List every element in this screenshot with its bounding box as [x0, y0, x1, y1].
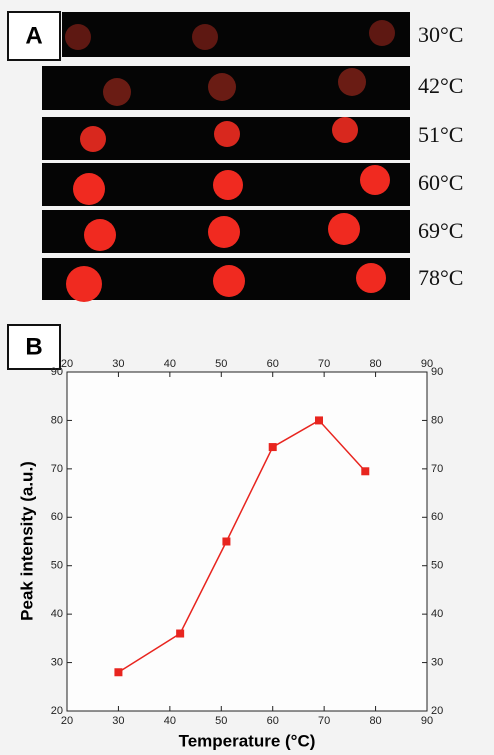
spot [192, 24, 218, 50]
x-top-tick-label: 90 [421, 358, 433, 370]
y-tick-label: 70 [51, 463, 63, 475]
data-point [315, 416, 323, 425]
temperature-label: 30°C [418, 22, 463, 47]
panel-label: B [25, 333, 42, 360]
panel-label-box [7, 11, 61, 61]
spot [338, 68, 366, 96]
spot [84, 219, 116, 251]
data-point [114, 668, 123, 677]
spot [213, 265, 245, 297]
temperature-label: 69°C [418, 218, 463, 243]
x-tick-label: 30 [112, 715, 124, 727]
y-right-tick-label: 50 [431, 560, 443, 572]
spot [214, 121, 240, 147]
plot-frame [66, 371, 428, 712]
data-point [361, 467, 370, 476]
y-tick-label: 60 [51, 511, 63, 523]
spot [369, 20, 395, 46]
x-tick-label: 50 [215, 715, 227, 727]
x-top-tick-label: 40 [164, 358, 176, 370]
spot [332, 117, 358, 143]
spot [360, 165, 390, 195]
image-strip [62, 12, 410, 57]
x-tick-label: 70 [318, 715, 330, 727]
spot [328, 213, 360, 245]
spot [73, 173, 105, 205]
y-tick-label: 80 [51, 414, 63, 426]
data-point [222, 537, 231, 546]
y-tick-label: 20 [51, 705, 63, 717]
spot [208, 73, 236, 101]
spot [356, 263, 386, 293]
x-axis-label: Temperature (°C) [179, 731, 316, 750]
temperature-label: 60°C [418, 170, 463, 195]
y-right-tick-label: 40 [431, 608, 443, 620]
x-top-tick-label: 60 [267, 358, 279, 370]
temperature-label: 42°C [418, 73, 463, 98]
data-point [268, 443, 277, 452]
x-tick-label: 40 [164, 715, 176, 727]
y-tick-label: 30 [51, 656, 63, 668]
spot [208, 216, 240, 248]
temperature-label: 78°C [418, 265, 463, 290]
x-tick-label: 90 [421, 715, 433, 727]
spot [66, 266, 102, 302]
temperature-label: 51°C [418, 122, 463, 147]
spot [65, 24, 91, 50]
data-point [176, 629, 185, 638]
y-right-tick-label: 90 [431, 366, 443, 378]
data-line [118, 419, 366, 673]
y-tick-label: 40 [51, 608, 63, 620]
panel-label-box [7, 324, 61, 370]
panel-a-images [42, 12, 410, 302]
y-tick-label: 50 [51, 560, 63, 572]
x-top-tick-label: 80 [369, 358, 381, 370]
x-tick-label: 60 [267, 715, 279, 727]
x-top-tick-label: 70 [318, 358, 330, 370]
spot [80, 126, 106, 152]
x-top-tick-label: 50 [215, 358, 227, 370]
x-tick-label: 20 [61, 715, 73, 727]
x-top-tick-label: 30 [112, 358, 124, 370]
y-right-tick-label: 60 [431, 511, 443, 523]
panel-label: A [25, 22, 42, 49]
y-tick-label: 90 [51, 366, 63, 378]
x-top-tick-label: 20 [61, 358, 73, 370]
y-axis-label: Peak intensity (a.u.) [17, 461, 36, 621]
y-right-tick-label: 80 [431, 414, 443, 426]
y-right-tick-label: 30 [431, 656, 443, 668]
y-right-tick-label: 70 [431, 463, 443, 475]
spot [213, 170, 243, 200]
spot [103, 78, 131, 106]
y-right-tick-label: 20 [431, 705, 443, 717]
x-tick-label: 80 [369, 715, 381, 727]
